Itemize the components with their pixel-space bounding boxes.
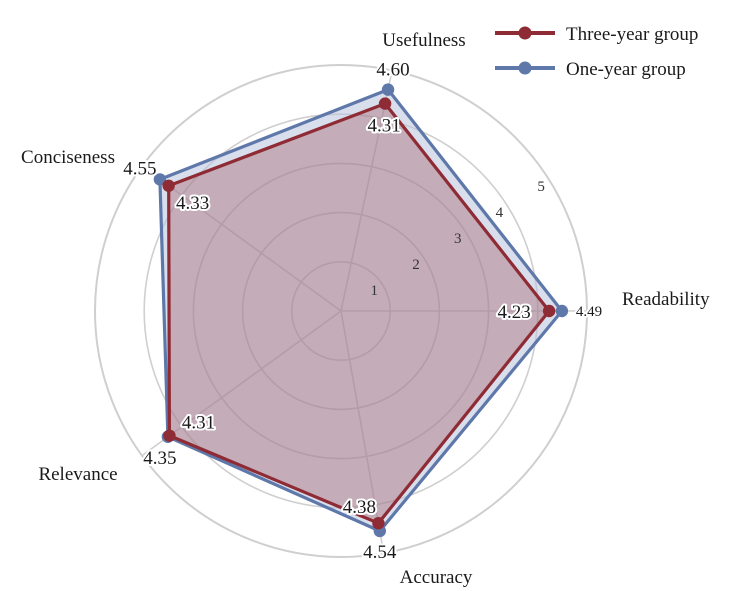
point-three-year-readability bbox=[542, 304, 556, 318]
legend-marker-three-year bbox=[518, 26, 532, 40]
value-label-one-year-usefulness: 4.60 bbox=[376, 60, 409, 81]
axis-label-readability: Readability bbox=[622, 289, 710, 310]
value-label-three-year-readability: 4.23 bbox=[497, 302, 530, 323]
value-label-one-year-relevance: 4.35 bbox=[143, 448, 176, 469]
tick-label-4: 4 bbox=[496, 205, 504, 221]
value-label-three-year-relevance: 4.31 bbox=[182, 413, 215, 434]
legend: Three-year group One-year group bbox=[495, 24, 698, 80]
series-line-three-year bbox=[167, 101, 551, 525]
axis-label-accuracy: Accuracy bbox=[400, 567, 473, 588]
point-three-year-relevance bbox=[163, 429, 176, 442]
series-line-one-year bbox=[158, 87, 564, 533]
radial-tick-labels: 1 2 3 4 5 bbox=[370, 179, 544, 299]
legend-label-three-year: Three-year group bbox=[566, 24, 698, 45]
value-label-three-year-conciseness: 4.33 bbox=[176, 193, 209, 214]
tick-label-1: 1 bbox=[370, 283, 378, 299]
series-area-three-year bbox=[168, 103, 550, 524]
axis-label-relevance: Relevance bbox=[38, 464, 117, 485]
axis-labels: Usefulness Readability Accuracy Relevance Co… bbox=[21, 30, 710, 588]
axis-label-conciseness: Conciseness bbox=[21, 147, 115, 168]
point-three-year-conciseness bbox=[162, 179, 175, 192]
point-three-year-accuracy bbox=[372, 517, 385, 530]
tick-label-2: 2 bbox=[412, 257, 420, 273]
legend-marker-one-year bbox=[518, 61, 532, 75]
series-lines bbox=[153, 83, 569, 538]
point-one-year-readability bbox=[555, 304, 569, 318]
legend-label-one-year: One-year group bbox=[566, 59, 686, 80]
value-label-three-year-accuracy: 4.38 bbox=[343, 497, 376, 518]
point-one-year-usefulness bbox=[381, 83, 395, 96]
tick-label-3: 3 bbox=[454, 231, 462, 247]
value-label-one-year-readability: 4.49 bbox=[576, 304, 602, 320]
value-label-one-year-accuracy: 4.54 bbox=[363, 542, 397, 563]
value-label-three-year-usefulness: 4.31 bbox=[367, 116, 400, 137]
axis-label-usefulness: Usefulness bbox=[382, 30, 465, 51]
value-labels: 4.31 4.23 4.38 4.31 4.33 4.60 4.49 4.54 4.35 4.55 bbox=[121, 58, 604, 565]
tick-label-5: 5 bbox=[537, 179, 545, 195]
point-three-year-usefulness bbox=[378, 97, 392, 110]
point-one-year-conciseness bbox=[153, 173, 167, 186]
value-label-one-year-conciseness: 4.55 bbox=[123, 158, 156, 179]
